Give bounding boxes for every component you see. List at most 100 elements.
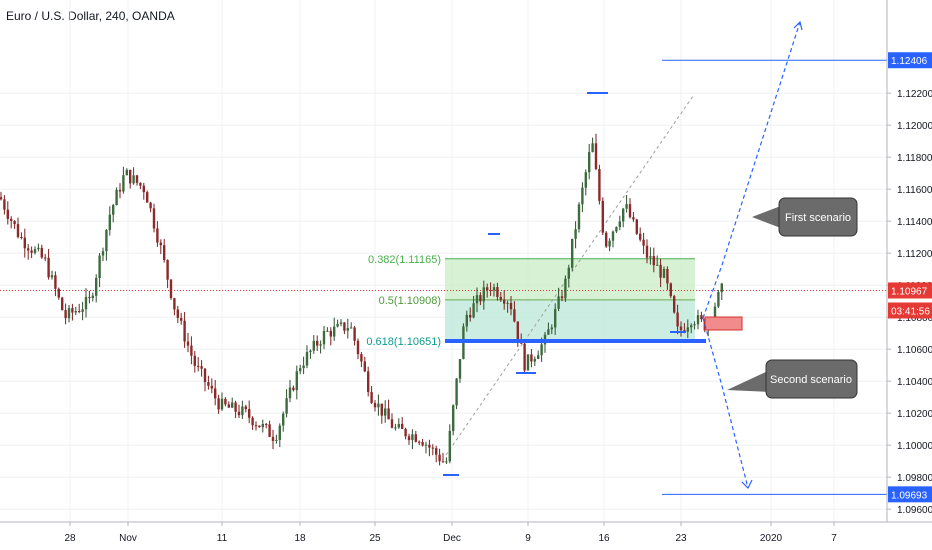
candle-body <box>142 185 145 193</box>
candle-body <box>316 340 319 346</box>
candle-body <box>666 269 669 284</box>
candle-body <box>656 264 659 266</box>
candle-body <box>700 315 703 320</box>
candle-body <box>649 256 652 258</box>
candle-body <box>149 202 152 209</box>
candle-body <box>693 324 696 326</box>
candle-body <box>6 209 9 219</box>
candle-body <box>285 398 288 414</box>
candle-body <box>418 441 421 443</box>
candle-body <box>101 251 105 256</box>
candle-body <box>190 345 193 356</box>
candle-body <box>605 232 608 247</box>
candle-body <box>499 297 502 300</box>
y-tick-label: 1.12200 <box>897 89 932 100</box>
candle-body <box>81 309 84 312</box>
candle-body <box>533 358 536 362</box>
candle-body <box>482 287 485 302</box>
candle-body <box>662 269 666 278</box>
x-tick-label: 11 <box>217 533 228 544</box>
candle-body <box>197 365 200 367</box>
stop-loss-box <box>704 316 743 331</box>
candle-body <box>326 330 329 332</box>
candle-body <box>20 237 23 239</box>
first-scenario-path <box>702 21 801 319</box>
fib-zone-lower <box>445 299 695 342</box>
candle-body <box>23 237 26 249</box>
x-tick-label: Dec <box>443 533 461 544</box>
candle-body <box>278 425 281 440</box>
candle-body <box>550 327 553 330</box>
candle-body <box>210 385 213 389</box>
candle-body <box>214 388 217 399</box>
candle-body <box>84 297 88 310</box>
x-tick-label: 7 <box>831 533 837 544</box>
candle-body <box>455 378 458 406</box>
candle-body <box>67 308 71 319</box>
candle-body <box>180 317 183 321</box>
countdown-badge-bg <box>888 302 932 319</box>
candle-body <box>445 461 448 463</box>
candle-body <box>169 279 173 299</box>
candle-body <box>203 368 207 383</box>
candle-body <box>472 303 475 318</box>
candle-body <box>380 403 383 416</box>
candle-body <box>713 306 717 319</box>
candle-body <box>516 321 519 340</box>
candle-body <box>628 204 632 218</box>
candle-body <box>350 327 353 329</box>
candle-body <box>390 419 394 428</box>
candle-body <box>88 297 91 299</box>
candle-body <box>10 218 13 221</box>
candle-body <box>299 368 302 372</box>
bottom-target-badge: 1.09693 <box>891 490 928 501</box>
candle-body <box>513 309 516 322</box>
candle-body <box>163 245 166 260</box>
candle-body <box>244 406 247 410</box>
candle-body <box>492 287 496 291</box>
y-tick-label: 1.10000 <box>897 441 932 452</box>
candle-body <box>458 359 462 379</box>
candle-body <box>639 233 642 240</box>
first-scenario-pointer <box>752 204 786 230</box>
candle-body <box>57 288 60 298</box>
candle-body <box>414 434 417 442</box>
candle-body <box>676 312 679 327</box>
candle-body <box>690 325 693 328</box>
candle-body <box>475 295 479 304</box>
candle-body <box>339 322 343 324</box>
candle-body <box>193 355 196 366</box>
candle-body <box>530 354 533 362</box>
candle-body <box>50 275 54 278</box>
first-scenario-box <box>778 197 858 237</box>
candle-body <box>537 355 540 359</box>
candle-body <box>373 403 377 408</box>
second-scenario-path <box>702 317 749 489</box>
candle-body <box>407 436 411 441</box>
candle-body <box>421 442 424 446</box>
x-tick-label: 9 <box>525 533 531 544</box>
candle-body <box>448 430 451 462</box>
candle-body <box>152 208 156 229</box>
candle-body <box>673 296 676 313</box>
candle-body <box>567 267 570 279</box>
candle-body <box>207 382 210 386</box>
candle-body <box>431 447 434 449</box>
candle-body <box>526 354 530 371</box>
candle-body <box>717 292 720 307</box>
candle-body <box>237 411 241 416</box>
candle-body <box>302 365 305 369</box>
candle-body <box>275 439 278 441</box>
countdown-badge: 03:41:56 <box>891 306 930 317</box>
candle-body <box>696 315 700 325</box>
candle-body <box>3 199 6 210</box>
candle-body <box>452 405 455 431</box>
candle-body <box>509 302 513 310</box>
candle-body <box>479 295 482 302</box>
candle-body <box>231 402 234 408</box>
candle-body <box>288 387 292 399</box>
candle-body <box>503 299 506 304</box>
price-axis-panel <box>887 0 932 550</box>
candle-body <box>635 219 638 234</box>
